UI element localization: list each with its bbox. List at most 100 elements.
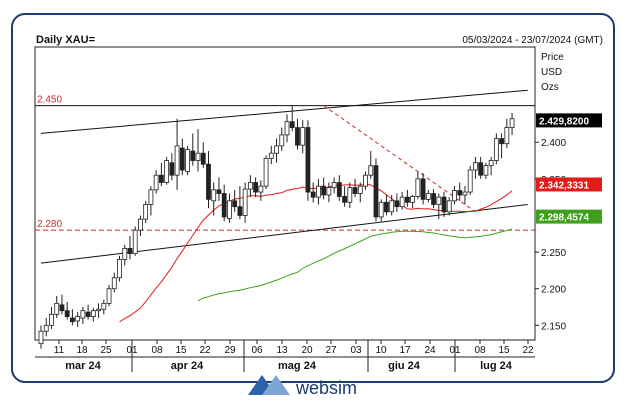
trendline [323,105,476,213]
x-tick-label: 15 [498,345,510,356]
candle-body [247,182,253,190]
candle-body [132,229,138,254]
plot-border [34,46,536,341]
candle-body [488,160,494,167]
candle-body [38,330,44,345]
candle-body [153,174,159,191]
candle-body [352,187,358,194]
month-label: lug 24 [480,360,513,372]
candle-body [279,134,285,147]
candle-body [164,160,170,183]
x-tick-label: 08 [474,345,486,356]
month-label: mar 24 [65,360,101,372]
candle-body [446,200,452,213]
candle-body [268,152,274,159]
candle-body [420,178,426,200]
x-tick-label: 06 [251,345,263,356]
x-tick-label: 24 [424,345,436,356]
candle-body [117,259,122,279]
price-tag-bg [536,177,602,192]
candle-body [200,152,206,165]
candle-body [295,127,300,146]
axis-legend-usd: USD [541,67,562,78]
trendline [40,89,528,134]
price-tag-label: 2.342,3331 [539,180,589,191]
price-tag-bg [536,209,602,224]
x-tick-label: 29 [224,345,236,356]
trendline [40,203,528,264]
y-tick-label: 2.400 [541,138,566,149]
moving-average-red-line [119,183,513,323]
candle-body [75,316,81,322]
candle-body [321,185,327,196]
candle-body [357,185,363,194]
candle-body [258,185,264,193]
candle-body [415,178,421,197]
candle-body [331,182,337,189]
month-label: giu 24 [388,360,421,372]
chart-title: Daily XAU= [36,34,95,46]
plot-area: 2.4002.3502.2502.2002.1502.4502.2802.429… [34,46,602,372]
candle-body [122,248,128,260]
x-tick-label: 03 [350,345,362,356]
candle-body [457,190,463,196]
candle-body [289,121,295,128]
price-tag-label: 2.429,8200 [539,116,589,127]
candle-body [227,200,232,219]
websim-logo-icon [248,375,290,395]
candle-body [274,145,279,154]
candle-body [59,304,65,312]
candle-body [111,277,117,290]
candle-body [237,206,243,216]
x-tick-label: 27 [325,345,337,356]
candle-body [143,204,149,220]
candle-body [221,193,227,218]
candle-body [64,310,70,317]
candle-body [404,196,410,203]
candle-body [190,150,196,161]
candle-body [493,138,499,161]
y-tick-label: 2.200 [541,285,566,296]
candle-body [478,162,484,176]
candle-body [483,165,489,176]
candle-body [384,201,389,213]
candle-body [394,200,400,208]
candle-body [499,138,504,145]
month-label: mag 24 [278,360,317,372]
candle-body [54,302,60,315]
price-tag-bg [536,113,602,128]
x-tick-label: 15 [175,345,187,356]
candle-body [342,196,347,203]
candle-body [242,188,248,216]
candle-body [106,288,112,304]
candle-body [96,308,101,312]
candle-body [462,191,468,196]
x-tick-label: 10 [375,345,387,356]
candle-body [85,311,91,317]
candle-body [441,196,447,213]
candle-body [174,145,180,176]
candle-body [43,324,49,332]
candle-body [310,191,316,198]
candle-body [399,196,405,208]
candle-body [452,190,457,202]
x-tick-label: 22 [522,345,534,356]
candle-body [90,310,96,317]
candle-body [158,174,164,183]
candle-body [284,121,290,136]
candle-body [206,163,211,200]
y-tick-label: 2.150 [541,321,566,332]
month-label: apr 24 [171,360,204,372]
price-tag-label: 2.298,4574 [539,213,589,224]
candle-body [436,196,442,205]
candle-body [138,218,143,231]
candle-body [378,201,384,218]
candle-body [425,193,431,200]
candle-body [410,196,416,203]
candle-body [179,147,185,171]
candle-body [504,127,510,145]
candle-body [316,185,321,198]
x-tick-label: 08 [151,345,163,356]
candle-body [300,127,306,146]
